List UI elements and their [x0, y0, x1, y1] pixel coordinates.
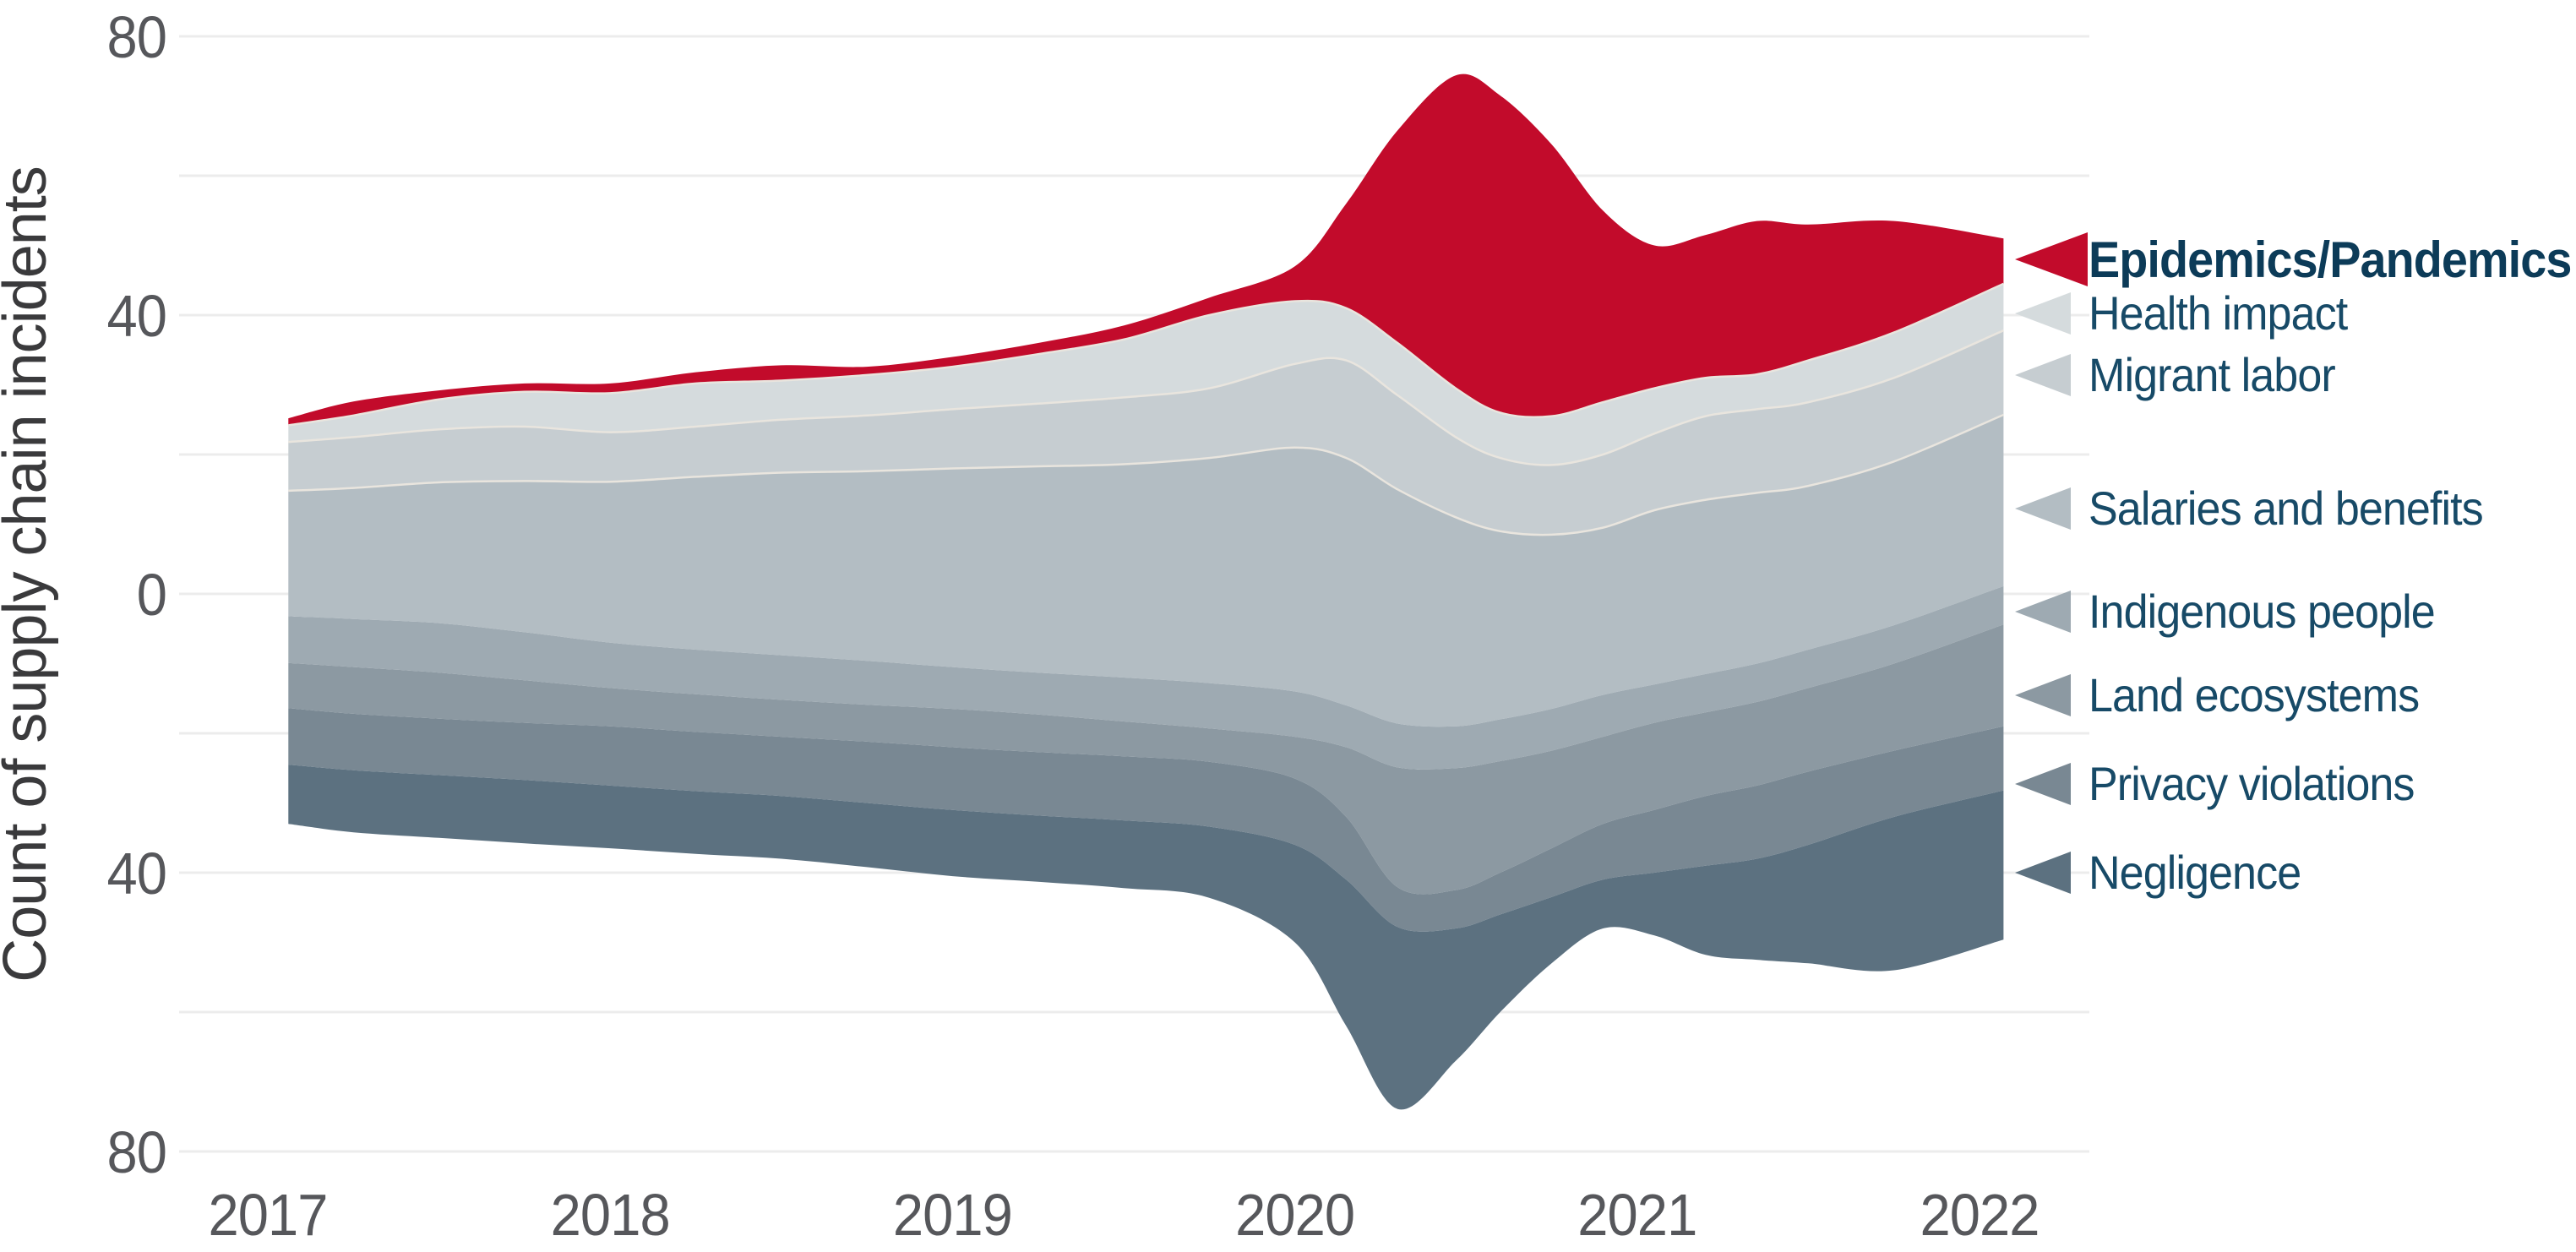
legend-item-health-impact: Health impact — [2015, 287, 2349, 340]
legend-item-land-ecosystems: Land ecosystems — [2015, 669, 2420, 721]
legend-label: Negligence — [2089, 846, 2301, 899]
legend-arrow-icon — [2015, 232, 2088, 286]
band-negligence — [288, 765, 2004, 1110]
band-epidemics-pandemics — [288, 73, 2004, 426]
legend-label: Land ecosystems — [2089, 669, 2419, 721]
stream-bands — [288, 73, 2004, 1110]
band-separator-line — [288, 413, 2004, 536]
band-separator-line — [288, 282, 2004, 427]
x-tick-label-2022: 2022 — [1920, 1183, 2039, 1249]
x-axis: 2017 2018 2019 2020 2021 2022 — [208, 1183, 2040, 1249]
legend-label: Privacy violations — [2089, 758, 2414, 810]
legend-item-indigenous-people: Indigenous people — [2015, 585, 2436, 638]
band-boundary-strokes — [288, 282, 2004, 536]
legend-item-epidemics-pandemics: Epidemics/Pandemics — [2015, 232, 2572, 288]
legend-item-migrant-labor: Migrant labor — [2015, 349, 2337, 401]
band-privacy-violations — [288, 708, 2004, 932]
x-tick-label-2018: 2018 — [551, 1183, 670, 1249]
legend-arrow-icon — [2015, 674, 2071, 716]
x-tick-label-2017: 2017 — [208, 1183, 327, 1249]
y-axis: Count of supply chain incidents 80 40 0 40 8… — [0, 5, 167, 1186]
legend-arrow-icon — [2015, 591, 2071, 633]
legend-arrow-icon — [2015, 292, 2071, 335]
legend-label: Health impact — [2089, 287, 2348, 340]
y-axis-title: Count of supply chain incidents — [0, 166, 59, 983]
legend-arrow-icon — [2015, 487, 2071, 530]
y-tick-label-80-4: 80 — [106, 1120, 166, 1186]
y-tick-label-80-0: 80 — [106, 5, 166, 71]
y-tick-label-40-3: 40 — [106, 841, 166, 907]
legend-item-negligence: Negligence — [2015, 846, 2301, 899]
y-tick-label-0-2: 0 — [137, 563, 166, 629]
legend-item-salaries-and-benefits: Salaries and benefits — [2015, 482, 2484, 535]
legend-arrow-icon — [2015, 354, 2071, 396]
band-land-ecosystems — [288, 624, 2004, 895]
legend-item-privacy-violations: Privacy violations — [2015, 758, 2415, 810]
legend-label: Epidemics/Pandemics — [2089, 232, 2571, 288]
legend-label: Indigenous people — [2089, 585, 2435, 638]
band-separator-line — [288, 329, 2004, 466]
legend-arrow-icon — [2015, 852, 2071, 894]
x-tick-label-2021: 2021 — [1577, 1183, 1696, 1249]
x-tick-label-2020: 2020 — [1235, 1183, 1354, 1249]
legend-arrow-icon — [2015, 763, 2071, 805]
band-migrant-labor — [288, 330, 2004, 536]
y-tick-label-40-1: 40 — [106, 284, 166, 350]
legend-label: Salaries and benefits — [2089, 482, 2483, 535]
band-indigenous-people — [288, 585, 2004, 770]
band-health-impact — [288, 283, 2004, 465]
x-tick-label-2019: 2019 — [893, 1183, 1012, 1249]
legend-label: Migrant labor — [2089, 349, 2336, 401]
band-salaries-and-benefits — [288, 415, 2004, 727]
